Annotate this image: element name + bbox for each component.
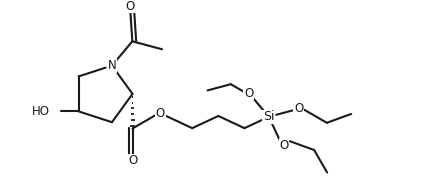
- Text: HO: HO: [32, 105, 50, 118]
- Text: N: N: [108, 59, 116, 72]
- Text: O: O: [156, 107, 165, 120]
- Text: O: O: [244, 87, 253, 100]
- Text: O: O: [128, 154, 137, 167]
- Text: O: O: [294, 102, 303, 115]
- Text: Si: Si: [263, 110, 275, 123]
- Text: O: O: [279, 139, 289, 152]
- Text: O: O: [126, 0, 135, 13]
